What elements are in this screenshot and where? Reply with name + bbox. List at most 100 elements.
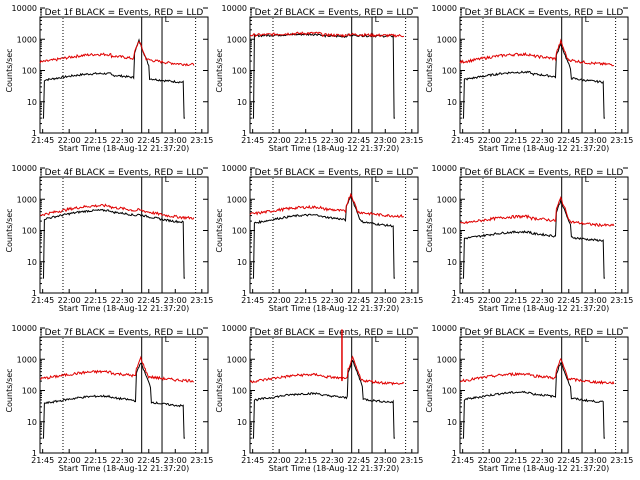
y-tick-label: 10000: [432, 4, 457, 13]
x-tick-label: 23:00: [584, 296, 607, 305]
chart-panel-4: Det 4f BLACK = Events, RED = LLD 1 10 100 10…: [5, 164, 213, 313]
series-line: [42, 38, 185, 119]
x-tick-label: 21:45: [31, 456, 54, 465]
series-line: [42, 362, 185, 439]
y-tick-label: 10000: [12, 164, 37, 173]
y-axis-label: Counts/sec: [425, 208, 434, 252]
x-axis-label: Start Time (18-Aug-12 21:37:20): [479, 144, 610, 153]
y-axis-label: Counts/sec: [425, 48, 434, 92]
x-tick-label: 21:45: [241, 136, 264, 145]
x-tick-label: 23:00: [164, 456, 187, 465]
y-tick-label: 10: [27, 418, 37, 427]
y-tick-label: 10000: [222, 324, 247, 333]
chart-panel-9: Det 9f BLACK = Events, RED = LLD 1 10 100 10…: [425, 324, 633, 473]
y-tick-label: 1000: [17, 35, 37, 44]
x-tick-label: 22:45: [137, 296, 160, 305]
x-tick-label: 22:00: [58, 456, 81, 465]
x-tick-label: 23:15: [190, 136, 213, 145]
x-tick-label: 23:15: [400, 136, 423, 145]
y-tick-label: 100: [22, 387, 37, 396]
y-axis-label: Counts/sec: [5, 48, 14, 92]
chart-panel-3: Det 3f BLACK = Events, RED = LLD 1 10 100 10…: [425, 4, 633, 153]
x-tick-label: 23:00: [374, 296, 397, 305]
x-tick-label: 23:15: [190, 456, 213, 465]
series-line: [252, 193, 395, 279]
x-tick-label: 22:00: [478, 456, 501, 465]
chart-panel-6: Det 6f BLACK = Events, RED = LLD 1 10 100 10…: [425, 164, 633, 313]
plot-frame: [249, 336, 419, 454]
marker-label: L: [165, 175, 170, 184]
marker-label: L: [165, 335, 170, 344]
y-axis-label: Counts/sec: [425, 368, 434, 412]
marker-label: L: [165, 15, 170, 24]
y-tick-label: 1: [242, 449, 247, 458]
y-tick-label: 1000: [227, 355, 247, 364]
x-tick-label: 21:45: [241, 296, 264, 305]
series-line: [252, 359, 395, 439]
x-axis-label: Start Time (18-Aug-12 21:37:20): [269, 464, 400, 473]
x-axis-label: Start Time (18-Aug-12 21:37:20): [269, 144, 400, 153]
x-tick-label: 22:00: [58, 296, 81, 305]
y-tick-label: 1000: [17, 355, 37, 364]
series-line: [249, 355, 405, 386]
x-tick-label: 22:30: [321, 296, 344, 305]
y-tick-label: 10: [447, 258, 457, 267]
y-axis-label: Counts/sec: [215, 368, 224, 412]
x-tick-label: 22:45: [347, 136, 370, 145]
plot-frame: [459, 336, 629, 454]
chart-title: Det 4f BLACK = Events, RED = LLD: [45, 168, 204, 178]
x-tick-label: 21:45: [31, 296, 54, 305]
y-tick-label: 100: [232, 227, 247, 236]
y-tick-label: 100: [232, 67, 247, 76]
x-tick-label: 22:30: [111, 456, 134, 465]
x-tick-label: 23:15: [190, 296, 213, 305]
x-tick-label: 22:45: [557, 296, 580, 305]
chart-panel-2: Det 2f BLACK = Events, RED = LLD 1 10 100 10…: [215, 4, 423, 153]
y-tick-label: 1000: [437, 195, 457, 204]
x-tick-label: 23:15: [610, 296, 633, 305]
plot-frame: [39, 16, 209, 134]
y-tick-label: 1: [32, 289, 37, 298]
x-axis-label: Start Time (18-Aug-12 21:37:20): [59, 304, 190, 313]
chart-panel-7: Det 7f BLACK = Events, RED = LLD 1 10 100 10…: [5, 324, 213, 473]
y-tick-label: 10: [237, 418, 247, 427]
x-tick-label: 22:00: [58, 136, 81, 145]
x-axis-label: Start Time (18-Aug-12 21:37:20): [269, 304, 400, 313]
plot-frame: [459, 16, 629, 134]
y-tick-label: 10000: [222, 164, 247, 173]
y-tick-label: 100: [22, 67, 37, 76]
x-tick-label: 22:30: [531, 456, 554, 465]
chart-title: Det 9f BLACK = Events, RED = LLD: [465, 328, 624, 338]
x-tick-label: 22:15: [504, 296, 527, 305]
series-line: [459, 357, 615, 385]
series-line: [459, 38, 614, 67]
y-axis-label: Counts/sec: [215, 48, 224, 92]
y-tick-label: 10000: [12, 324, 37, 333]
x-axis-label: Start Time (18-Aug-12 21:37:20): [59, 464, 190, 473]
chart-title: Det 2f BLACK = Events, RED = LLD: [255, 8, 414, 18]
x-tick-label: 22:45: [557, 456, 580, 465]
y-tick-label: 100: [442, 227, 457, 236]
x-tick-label: 22:15: [294, 136, 317, 145]
x-tick-label: 21:45: [241, 456, 264, 465]
x-tick-label: 23:15: [610, 136, 633, 145]
x-tick-label: 22:30: [531, 296, 554, 305]
plot-frame: [39, 336, 209, 454]
series-line: [252, 32, 395, 119]
y-tick-label: 1000: [437, 35, 457, 44]
series-line: [462, 362, 605, 439]
marker-label: L: [585, 175, 590, 184]
y-tick-label: 1: [242, 129, 247, 138]
x-tick-label: 22:15: [504, 136, 527, 145]
y-tick-label: 10000: [432, 164, 457, 173]
x-tick-label: 22:45: [347, 296, 370, 305]
y-tick-label: 10: [237, 258, 247, 267]
x-tick-label: 23:00: [584, 456, 607, 465]
y-tick-label: 100: [442, 387, 457, 396]
y-tick-label: 10000: [12, 4, 37, 13]
chart-panel-5: Det 5f BLACK = Events, RED = LLD 1 10 100 10…: [215, 164, 423, 313]
y-tick-label: 10: [27, 258, 37, 267]
x-tick-label: 22:30: [321, 456, 344, 465]
y-tick-label: 1000: [227, 35, 247, 44]
y-tick-label: 1000: [17, 195, 37, 204]
